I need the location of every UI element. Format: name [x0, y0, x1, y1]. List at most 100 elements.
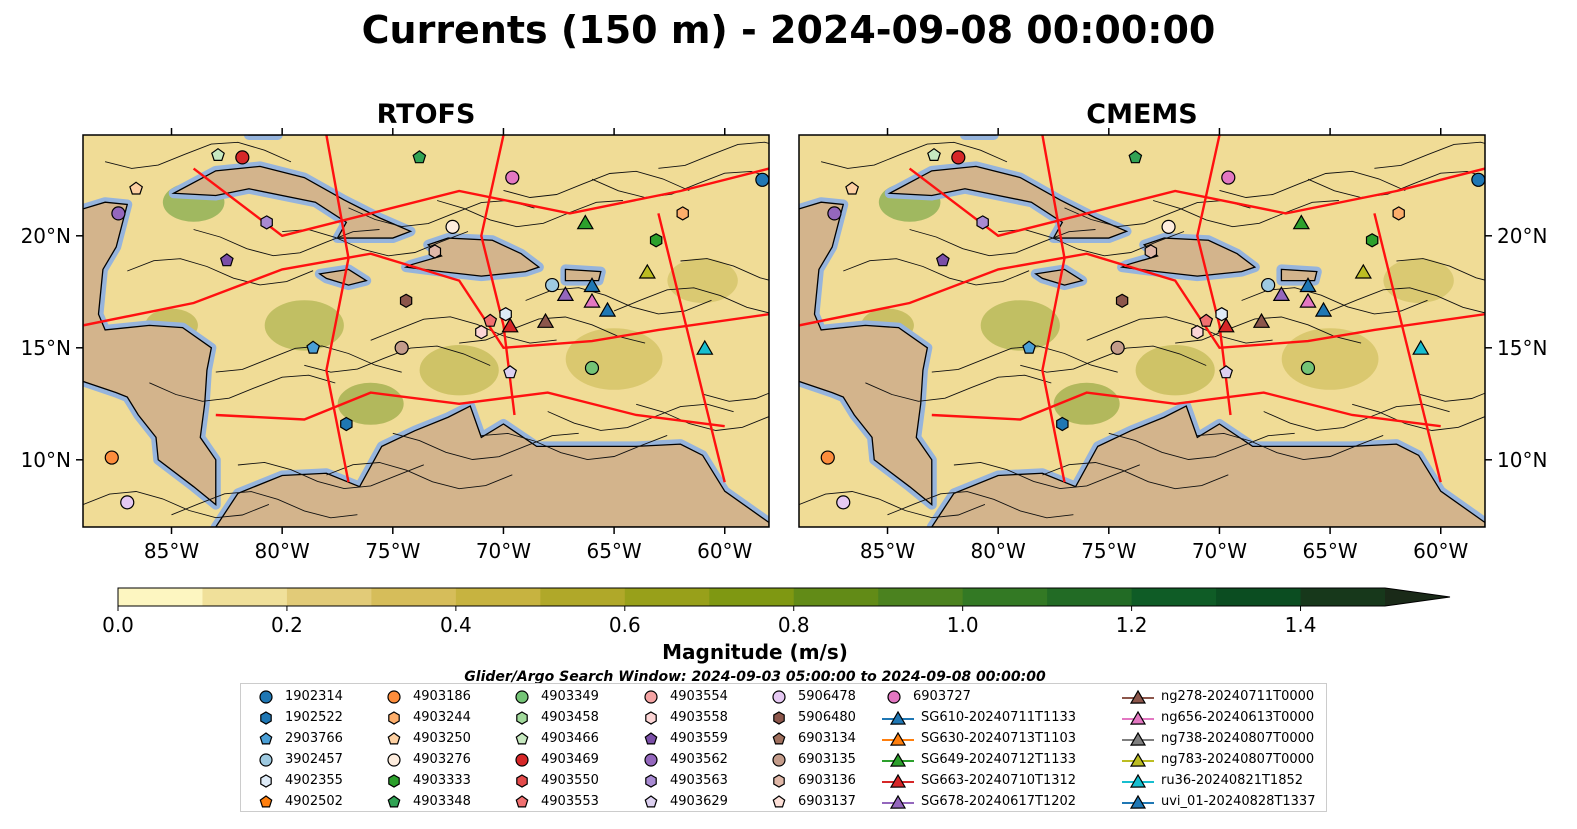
marker-ng656-20240613T0000 [1299, 292, 1317, 308]
legend-item: 4903558 [638, 707, 728, 728]
legend-marker-icon [260, 773, 272, 788]
legend-marker-icon [644, 794, 658, 807]
marker-6903727 [505, 170, 520, 185]
legend-marker-icon [882, 752, 914, 767]
legend-marker-icon [388, 773, 400, 788]
marker-ru36-20240821T1852 [1412, 339, 1430, 355]
legend-item: SG630-20240713T1103 [881, 728, 1076, 749]
legend-item: ng278-20240711T0000 [1121, 686, 1315, 707]
marker-SG678-20240617T1202 [556, 286, 575, 301]
marker-4903559 [219, 253, 234, 267]
legend-item: ng656-20240613T0000 [1121, 707, 1315, 728]
legend-symbol [1129, 794, 1147, 809]
legend-label: 4903559 [670, 731, 728, 746]
streamline [83, 491, 270, 519]
marker-uvi_01-20240828T1337 [583, 277, 601, 293]
legend-symbol [772, 794, 786, 807]
legend-label: SG663-20240710T1312 [921, 773, 1077, 788]
legend-symbol [1129, 689, 1147, 704]
marker-4903276 [1161, 219, 1176, 234]
legend-label: SG610-20240711T1133 [921, 710, 1077, 725]
legend-marker-icon [259, 731, 273, 744]
legend-label: 1902314 [285, 689, 343, 704]
legend-marker-icon [773, 773, 785, 788]
legend-symbol [387, 689, 401, 704]
colorbar-segment [878, 588, 964, 606]
streamline [193, 229, 380, 257]
legend-label: 4903629 [670, 794, 728, 809]
eez-boundary [325, 135, 350, 483]
marker-3902457 [545, 277, 560, 293]
marker-5906478 [120, 495, 135, 510]
legend-marker-icon [388, 710, 400, 725]
speed-patch [1383, 258, 1454, 303]
legend-marker-icon [645, 710, 657, 725]
streamline [171, 491, 358, 519]
legend-label: ng738-20240807T0000 [1161, 731, 1315, 746]
streamline [799, 491, 986, 519]
legend-symbol [260, 773, 272, 788]
eez-boundary [657, 213, 726, 483]
legend-symbol [387, 752, 401, 767]
legend-symbol [515, 731, 529, 744]
legend-label: 4903553 [541, 794, 599, 809]
lon-tick-label: 65°W [586, 539, 641, 563]
legend-symbol [773, 710, 785, 725]
legend-marker-icon [387, 731, 401, 744]
legend-label: ng278-20240711T0000 [1161, 689, 1315, 704]
lon-tick-label: 70°W [476, 539, 531, 563]
legend-item: 4903466 [509, 728, 599, 749]
marker-3902457 [1261, 277, 1276, 293]
streamline [436, 200, 623, 228]
legend-symbol [772, 752, 786, 767]
legend-label: 4903250 [413, 731, 471, 746]
colorbar-segment [118, 588, 203, 606]
legend-label: 6903135 [798, 752, 856, 767]
marker-5906478 [836, 495, 851, 510]
lat-tick-label: 15°N [1497, 336, 1547, 360]
colorbar-segment [202, 588, 288, 606]
panel-title-cmems: CMEMS [1086, 99, 1198, 130]
land-mass [930, 405, 1485, 527]
legend-symbol [387, 794, 401, 807]
legend-symbol [260, 710, 272, 725]
marker-4903333 [649, 233, 663, 248]
streamline [702, 392, 769, 402]
marker-4903553 [483, 313, 498, 327]
lat-tick-label: 20°N [1497, 224, 1547, 248]
lat-tick-label: 15°N [21, 336, 71, 360]
legend-label: SG678-20240617T1202 [921, 794, 1077, 809]
marker-4903629 [503, 365, 518, 379]
streamline [127, 258, 314, 286]
legend-symbol [516, 710, 528, 725]
legend-item: SG678-20240617T1202 [881, 791, 1076, 812]
legend-marker-icon [882, 710, 914, 725]
marker-4903466 [927, 147, 941, 161]
streamline [1175, 316, 1362, 344]
colorbar-tick-label: 0.6 [609, 613, 641, 637]
legend-item: uvi_01-20240828T1337 [1121, 791, 1315, 812]
legend-label: 2903766 [285, 731, 343, 746]
lon-tick-label: 80°W [255, 539, 310, 563]
legend-marker-icon [772, 794, 786, 807]
marker-1902314 [755, 172, 769, 187]
eez-boundary [931, 391, 1441, 428]
streamline [998, 229, 1185, 257]
streamline [1396, 258, 1485, 281]
marker-4903558 [475, 324, 488, 340]
figure-title: Currents (150 m) - 2024-09-08 00:00:00 [361, 8, 1216, 52]
map-rtofs [83, 135, 769, 527]
legend-marker-icon [644, 752, 658, 767]
speed-patch [667, 258, 738, 303]
marker-2903766 [306, 340, 321, 354]
legend-label: 6903137 [798, 794, 856, 809]
legend-item: 3902457 [253, 749, 343, 770]
legend-symbol [645, 710, 657, 725]
marker-4903559 [935, 253, 950, 267]
eez-boundary [799, 252, 1485, 350]
streamline [680, 258, 769, 281]
shelf-area [959, 135, 999, 140]
marker-SG610-20240711T1133 [598, 301, 617, 317]
legend-item: ru36-20240821T1852 [1121, 770, 1315, 791]
legend-item: 6903134 [766, 728, 856, 749]
